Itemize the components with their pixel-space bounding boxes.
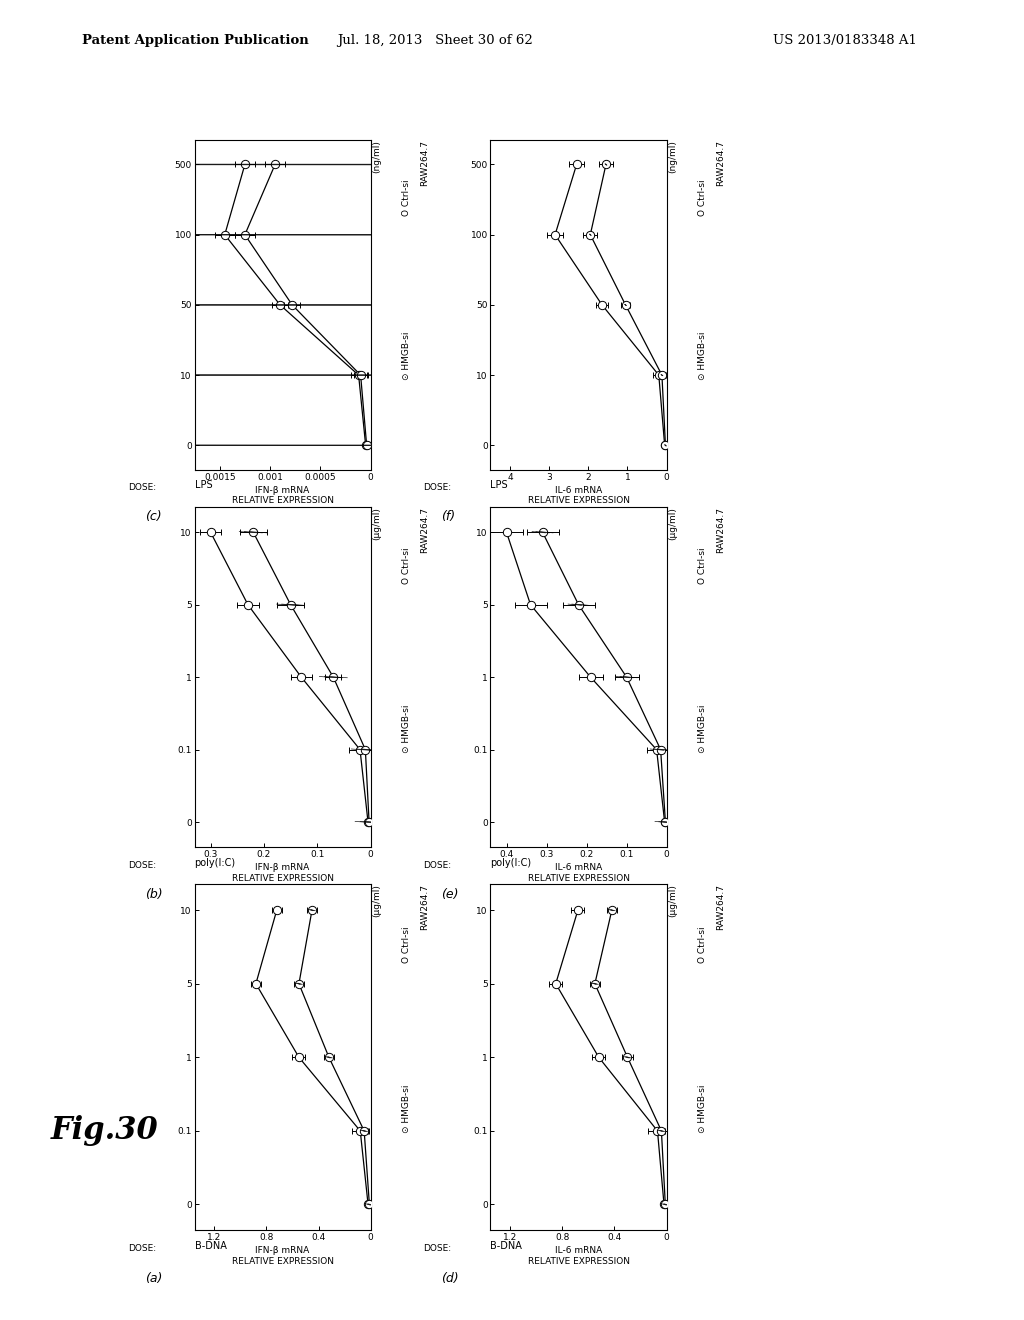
- Text: DOSE:: DOSE:: [128, 861, 156, 870]
- Text: ⊙ HMGB-si: ⊙ HMGB-si: [698, 705, 708, 752]
- Text: O Ctrl-si: O Ctrl-si: [698, 180, 708, 216]
- Text: RAW264.7: RAW264.7: [716, 507, 725, 553]
- Text: (d): (d): [441, 1271, 459, 1284]
- Text: ⊙ HMGB-si: ⊙ HMGB-si: [402, 1085, 412, 1134]
- X-axis label: IL-6 mRNA
RELATIVE EXPRESSION: IL-6 mRNA RELATIVE EXPRESSION: [527, 1246, 630, 1266]
- Text: O Ctrl-si: O Ctrl-si: [698, 548, 708, 585]
- Text: ⊙ HMGB-si: ⊙ HMGB-si: [698, 331, 708, 380]
- Text: LPS: LPS: [195, 479, 212, 490]
- Text: DOSE:: DOSE:: [424, 483, 452, 492]
- X-axis label: IFN-β mRNA
RELATIVE EXPRESSION: IFN-β mRNA RELATIVE EXPRESSION: [231, 486, 334, 506]
- Text: RAW264.7: RAW264.7: [420, 884, 429, 931]
- Text: RAW264.7: RAW264.7: [420, 140, 429, 186]
- Text: DOSE:: DOSE:: [424, 861, 452, 870]
- Text: ⊙ HMGB-si: ⊙ HMGB-si: [698, 1085, 708, 1134]
- X-axis label: IFN-β mRNA
RELATIVE EXPRESSION: IFN-β mRNA RELATIVE EXPRESSION: [231, 1246, 334, 1266]
- Text: (ng/ml): (ng/ml): [669, 140, 678, 173]
- Text: (f): (f): [441, 510, 456, 523]
- Text: (μg/ml): (μg/ml): [669, 884, 678, 917]
- Text: (a): (a): [145, 1271, 163, 1284]
- Text: (μg/ml): (μg/ml): [669, 507, 678, 540]
- Text: (c): (c): [145, 510, 162, 523]
- Text: B-DNA: B-DNA: [490, 1241, 522, 1250]
- Text: poly(I:C): poly(I:C): [195, 858, 236, 867]
- Text: Jul. 18, 2013   Sheet 30 of 62: Jul. 18, 2013 Sheet 30 of 62: [337, 34, 534, 48]
- Text: (ng/ml): (ng/ml): [373, 140, 382, 173]
- Text: B-DNA: B-DNA: [195, 1241, 226, 1250]
- Text: Patent Application Publication: Patent Application Publication: [82, 34, 308, 48]
- Text: LPS: LPS: [490, 479, 508, 490]
- Text: poly(I:C): poly(I:C): [490, 858, 531, 867]
- Text: (b): (b): [145, 888, 163, 902]
- Text: Fig.30: Fig.30: [51, 1115, 159, 1146]
- Text: RAW264.7: RAW264.7: [420, 507, 429, 553]
- X-axis label: IL-6 mRNA
RELATIVE EXPRESSION: IL-6 mRNA RELATIVE EXPRESSION: [527, 486, 630, 506]
- Text: O Ctrl-si: O Ctrl-si: [402, 925, 412, 962]
- Text: (e): (e): [441, 888, 459, 902]
- Text: O Ctrl-si: O Ctrl-si: [402, 180, 412, 216]
- Text: DOSE:: DOSE:: [424, 1243, 452, 1253]
- Text: DOSE:: DOSE:: [128, 483, 156, 492]
- Text: ⊙ HMGB-si: ⊙ HMGB-si: [402, 705, 412, 752]
- Text: O Ctrl-si: O Ctrl-si: [402, 548, 412, 585]
- Text: O Ctrl-si: O Ctrl-si: [698, 925, 708, 962]
- X-axis label: IL-6 mRNA
RELATIVE EXPRESSION: IL-6 mRNA RELATIVE EXPRESSION: [527, 863, 630, 883]
- Text: DOSE:: DOSE:: [128, 1243, 156, 1253]
- Text: (μg/ml): (μg/ml): [373, 507, 382, 540]
- Text: RAW264.7: RAW264.7: [716, 884, 725, 931]
- X-axis label: IFN-β mRNA
RELATIVE EXPRESSION: IFN-β mRNA RELATIVE EXPRESSION: [231, 863, 334, 883]
- Text: ⊙ HMGB-si: ⊙ HMGB-si: [402, 331, 412, 380]
- Text: RAW264.7: RAW264.7: [716, 140, 725, 186]
- Text: (μg/ml): (μg/ml): [373, 884, 382, 917]
- Text: US 2013/0183348 A1: US 2013/0183348 A1: [773, 34, 918, 48]
